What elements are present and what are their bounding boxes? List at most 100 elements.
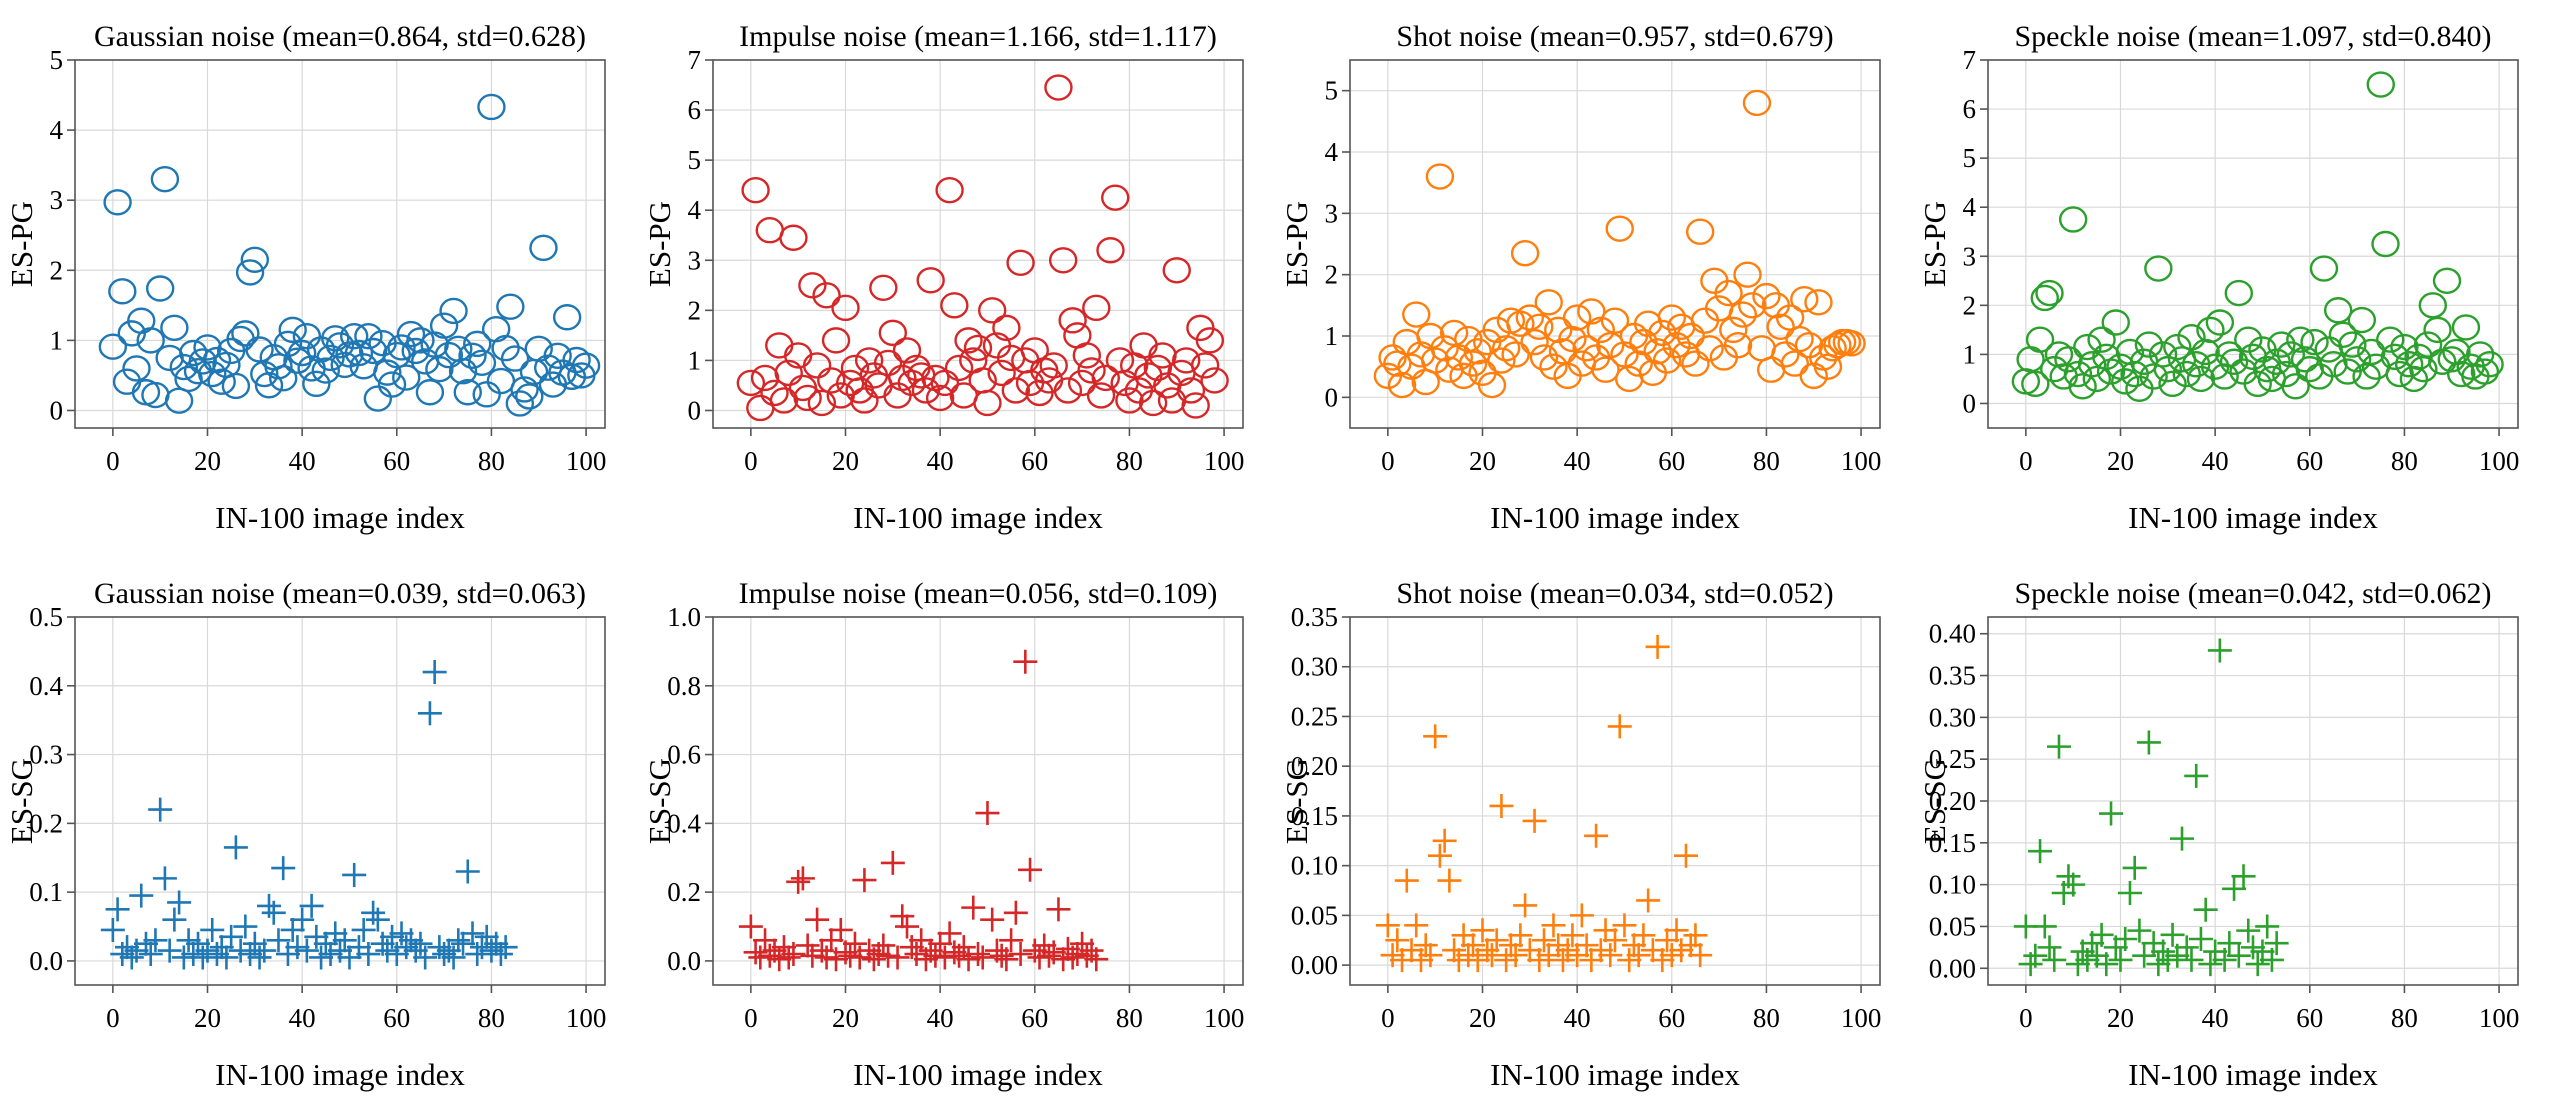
data-point [2127,918,2152,943]
x-axis-label: IN-100 image index [2128,500,2378,535]
x-tick-label: 20 [832,446,859,476]
data-point [1685,218,1715,245]
plot-frame [74,616,606,986]
data-point [1027,945,1052,970]
data-point [1162,257,1191,284]
chart-title: Gaussian noise (mean=0.039, std=0.063) [94,577,586,610]
data-point [1385,928,1410,953]
data-point [313,931,338,956]
data-point [1626,943,1651,968]
data-point [1652,347,1682,374]
data-point [2205,309,2235,336]
y-tick-label: 0.4 [29,671,63,701]
data-point [1579,948,1604,973]
y-tick-label: 0.2 [29,808,63,838]
data-point [219,924,244,949]
y-tick-label: 0.6 [667,740,701,770]
data-point [1444,344,1474,371]
data-point [1427,843,1452,868]
chart-title: Impulse noise (mean=1.166, std=1.117) [739,20,1217,53]
data-point [290,907,315,932]
data-point [2196,316,2225,344]
data-point [425,355,454,383]
data-point [1408,948,1433,973]
data-point [112,368,142,395]
data-point [325,332,355,359]
x-tick-label: 100 [1841,446,1882,476]
data-point [871,933,896,958]
data-point [1046,897,1071,922]
data-point [373,359,402,386]
data-point [975,801,1000,826]
data-point [1465,948,1490,973]
data-point [987,359,1016,387]
data-point [2447,360,2476,388]
data-point [181,942,206,967]
data-point [1837,330,1866,357]
data-point [148,797,173,822]
data-point [973,389,1002,417]
y-tick-label: 0.0 [667,946,701,976]
data-point [1503,943,1528,968]
data-point [935,176,964,204]
data-point [963,334,993,362]
data-point [481,315,511,343]
data-point [162,907,187,932]
data-point [1491,335,1521,362]
data-point [1742,89,1772,117]
data-point [98,333,128,360]
data-point [1494,948,1519,973]
data-point [795,933,820,958]
data-point [2193,897,2218,922]
data-point [1657,304,1686,331]
data-point [2465,341,2495,368]
data-point [1659,943,1684,968]
data-point [904,942,929,967]
y-tick-label: 6 [688,95,702,125]
data-point [143,928,168,953]
data-point [2148,341,2178,368]
data-point [1621,933,1646,958]
data-point [562,346,591,374]
x-tick-label: 20 [194,446,221,476]
data-point [294,938,319,963]
data-point [1520,328,1549,356]
data-point [1752,282,1781,310]
y-tick-label: 7 [1963,45,1977,75]
data-point [1678,933,1703,958]
data-point [434,341,464,369]
data-point [814,945,839,970]
x-tick-label: 20 [1469,446,1496,476]
x-tick-label: 60 [383,446,410,476]
data-point [467,349,497,377]
data-point [1470,918,1495,943]
x-axis-label: IN-100 image index [215,500,465,535]
y-tick-label: 0.20 [1929,786,1976,816]
data-point [2418,292,2448,319]
data-point [1053,377,1083,404]
y-tick-label: 0.0 [29,946,63,976]
data-point [200,917,225,942]
data-point [155,344,184,372]
data-point [1756,356,1786,383]
data-point [1138,389,1168,417]
data-point [269,365,298,392]
x-axis-label: IN-100 image index [215,1057,465,1092]
data-point [1451,923,1476,948]
data-point [999,928,1024,953]
data-point [2328,321,2358,348]
data-point [1394,868,1419,893]
data-point [500,345,530,372]
data-point [2245,952,2270,977]
data-point [1525,313,1554,340]
chart-panel: 0 20 40 60 80 100 0 1 2 3 4 5 6 7 Impulse noise (mean=… [642,20,1244,535]
plot-frame [712,616,1244,986]
data-point [738,914,763,939]
data-point [278,316,307,344]
x-tick-label: 80 [1116,1003,1143,1033]
data-point [543,342,572,370]
data-point [233,914,258,939]
data-point [1555,938,1580,963]
data-point [1423,724,1448,749]
data-point [2136,730,2161,755]
